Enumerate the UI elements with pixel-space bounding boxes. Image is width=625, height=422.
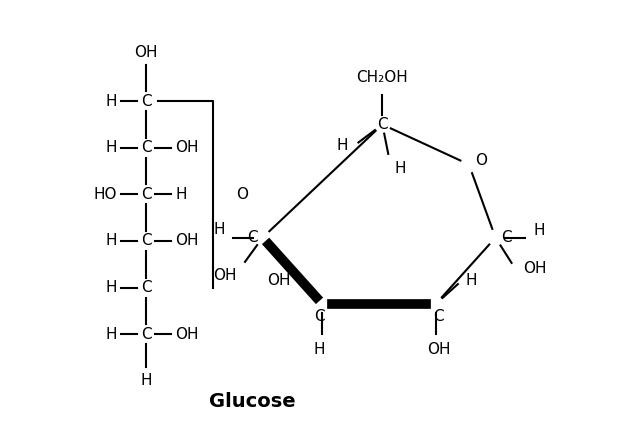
- Text: H: H: [141, 373, 152, 388]
- Text: O: O: [236, 187, 248, 202]
- Text: C: C: [141, 327, 151, 341]
- Text: H: H: [213, 222, 224, 237]
- Text: C: C: [314, 308, 324, 324]
- Text: H: H: [106, 280, 117, 295]
- Text: OH: OH: [427, 342, 451, 357]
- Text: H: H: [395, 160, 406, 176]
- Text: OH: OH: [176, 233, 199, 249]
- Text: OH: OH: [214, 268, 237, 284]
- Text: Glucose: Glucose: [209, 392, 296, 411]
- Text: H: H: [313, 342, 325, 357]
- Text: C: C: [141, 187, 151, 202]
- Text: OH: OH: [176, 140, 199, 155]
- Text: O: O: [475, 153, 487, 168]
- Text: C: C: [141, 280, 151, 295]
- Text: C: C: [247, 230, 258, 245]
- Text: C: C: [377, 117, 388, 132]
- Text: OH: OH: [267, 273, 290, 288]
- Text: H: H: [106, 140, 117, 155]
- Text: OH: OH: [176, 327, 199, 341]
- Text: OH: OH: [134, 45, 158, 60]
- Text: C: C: [501, 230, 511, 245]
- Text: H: H: [106, 94, 117, 109]
- Text: C: C: [141, 94, 151, 109]
- Text: H: H: [337, 138, 348, 153]
- Text: C: C: [141, 233, 151, 249]
- Text: H: H: [106, 233, 117, 249]
- Text: H: H: [466, 273, 478, 288]
- Text: C: C: [141, 140, 151, 155]
- Text: H: H: [533, 224, 545, 238]
- Text: HO: HO: [93, 187, 117, 202]
- Text: CH₂OH: CH₂OH: [356, 70, 408, 84]
- Text: OH: OH: [524, 261, 547, 276]
- Text: H: H: [106, 327, 117, 341]
- Text: C: C: [434, 308, 444, 324]
- Text: H: H: [176, 187, 187, 202]
